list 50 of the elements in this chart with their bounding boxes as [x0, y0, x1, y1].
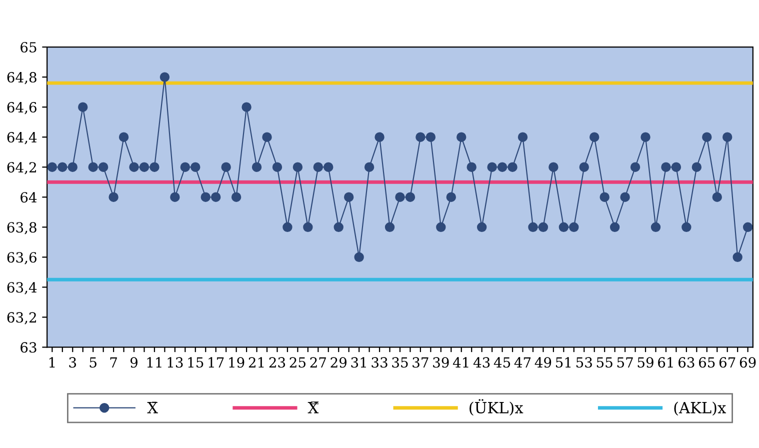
y-tick-label: 63: [20, 342, 36, 353]
y-tick-label: 63,6: [7, 252, 36, 264]
legend-label: X̄: [147, 402, 158, 414]
x-tick-label: 23: [269, 357, 286, 368]
x-tick-label: 13: [168, 357, 183, 368]
x-tick-label: 29: [330, 357, 347, 368]
y-tick-label: 64,4: [7, 132, 37, 144]
x-tick-label: 43: [473, 357, 490, 368]
x-tick-label: 61: [658, 357, 673, 368]
legend-label: (AKL)x: [674, 402, 726, 416]
x-tick-label: 65: [698, 357, 715, 368]
x-tick-label: 55: [596, 357, 612, 368]
y-tick-label: 64: [20, 192, 37, 203]
x-tick-label: 3: [69, 357, 76, 368]
x-tick-label: 1: [49, 357, 55, 368]
y-tick-label: 65: [20, 42, 36, 53]
x-tick-label: 31: [351, 357, 366, 368]
x-tick-label: 15: [188, 357, 204, 368]
x-tick-label: 45: [494, 357, 510, 368]
y-tick-label: 63,2: [7, 312, 36, 324]
x-tick-label: 59: [638, 357, 654, 368]
x-tick-label: 25: [290, 357, 306, 368]
x-tick-label: 21: [248, 357, 264, 368]
x-tick-label: 47: [514, 357, 531, 368]
x-tick-label: 57: [617, 357, 633, 368]
y-tick-label: 64,8: [7, 72, 36, 84]
x-tick-label: 41: [452, 357, 468, 368]
x-tick-label: 51: [556, 357, 571, 368]
x-tick-label: 17: [208, 357, 224, 368]
legend-label: (ÜKL)x: [470, 399, 524, 416]
x-tick-label: 7: [110, 357, 117, 368]
x-tick-label: 27: [310, 357, 326, 368]
x-tick-label: 49: [534, 357, 552, 368]
x-tick-label: 69: [740, 357, 756, 368]
y-tick-label: 63,8: [7, 222, 36, 234]
y-tick-label: 64,2: [7, 162, 36, 174]
x-tick-label: 11: [147, 357, 162, 368]
x-tick-label: 37: [412, 357, 428, 368]
x-tick-label: 19: [229, 357, 244, 368]
x-tick-label: 67: [719, 357, 736, 368]
x-tick-label: 33: [372, 357, 388, 368]
y-tick-label: 63,4: [7, 282, 37, 294]
x-tick-label: 53: [576, 357, 592, 368]
legend-label: X̿: [308, 402, 319, 414]
x-tick-label: 35: [392, 357, 408, 368]
x-tick-label: 9: [130, 357, 138, 368]
y-tick-label: 64,6: [7, 102, 36, 114]
x-tick-label: 63: [678, 357, 694, 368]
x-tick-label: 39: [433, 357, 449, 368]
x-tick-label: 5: [90, 357, 96, 368]
